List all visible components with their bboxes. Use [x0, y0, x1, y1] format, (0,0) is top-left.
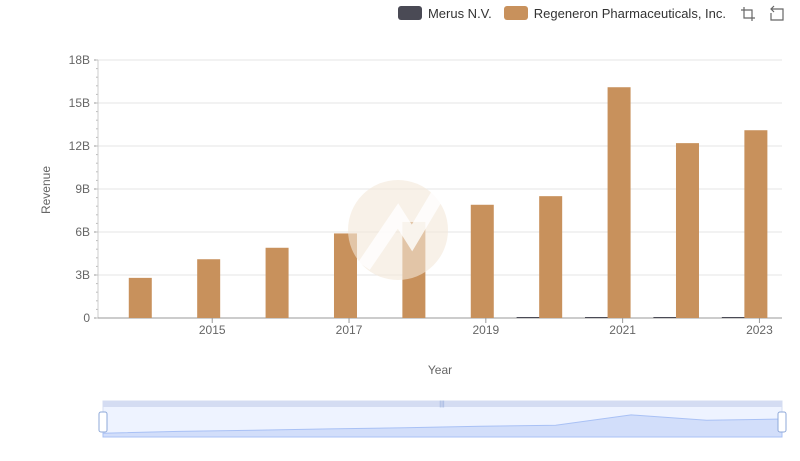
- data-zoom-slider[interactable]: |||: [98, 400, 787, 438]
- zoom-handle-left[interactable]: [98, 411, 108, 433]
- y-tick-label: 9B: [75, 182, 90, 196]
- x-tick-label: 2019: [472, 323, 499, 337]
- bar-regeneron-2022: [675, 143, 699, 318]
- x-tick-label: 2017: [336, 323, 363, 337]
- y-axis-ticks: 0 3B 6B 9B 12B 15B 18B: [69, 53, 99, 325]
- bar-regeneron-2020: [539, 196, 563, 318]
- legend: Merus N.V. Regeneron Pharmaceuticals, In…: [397, 4, 786, 22]
- bar-merus-2021: [585, 317, 609, 318]
- y-tick-label: 6B: [75, 225, 90, 239]
- bar-regeneron-2021: [607, 87, 631, 318]
- bar-regeneron-2014: [128, 277, 152, 318]
- x-tick-label: 2015: [199, 323, 226, 337]
- y-axis-label: Revenue: [39, 166, 53, 214]
- bar-merus-2020: [516, 317, 540, 318]
- bar-regeneron-2019: [470, 204, 494, 318]
- watermark-logo-icon: [348, 180, 448, 280]
- legend-label-merus: Merus N.V.: [427, 5, 492, 21]
- bar-regeneron-2023: [744, 130, 768, 318]
- zoom-grip-icon[interactable]: |||: [439, 401, 445, 408]
- bar-regeneron-2017: [333, 233, 357, 318]
- legend-swatch-merus: [397, 6, 422, 20]
- legend-swatch-regeneron: [503, 6, 528, 20]
- y-tick-label: 12B: [69, 139, 90, 153]
- bar-merus-2023: [721, 317, 745, 318]
- x-tick-label: 2021: [609, 323, 636, 337]
- grid-lines: [98, 59, 782, 276]
- zoom-reset-icon[interactable]: [768, 4, 786, 22]
- zoom-in-icon[interactable]: [738, 4, 756, 22]
- y-tick-label: 18B: [69, 53, 90, 67]
- bars: [128, 87, 768, 318]
- x-axis-label: Year: [428, 363, 452, 377]
- legend-item-merus[interactable]: Merus N.V.: [397, 5, 492, 21]
- y-tick-label: 15B: [69, 96, 90, 110]
- bar-regeneron-2015: [197, 259, 221, 318]
- bar-regeneron-2016: [265, 247, 289, 318]
- legend-label-regeneron: Regeneron Pharmaceuticals, Inc.: [533, 5, 726, 21]
- x-tick-label: 2023: [746, 323, 773, 337]
- bar-merus-2022: [653, 317, 677, 318]
- zoom-handle-right[interactable]: [777, 411, 787, 433]
- y-tick-label: 0: [83, 311, 90, 325]
- x-axis: 2015 2017 2019 2021 2023: [98, 317, 782, 337]
- y-tick-label: 3B: [75, 268, 90, 282]
- legend-item-regeneron[interactable]: Regeneron Pharmaceuticals, Inc.: [503, 5, 726, 21]
